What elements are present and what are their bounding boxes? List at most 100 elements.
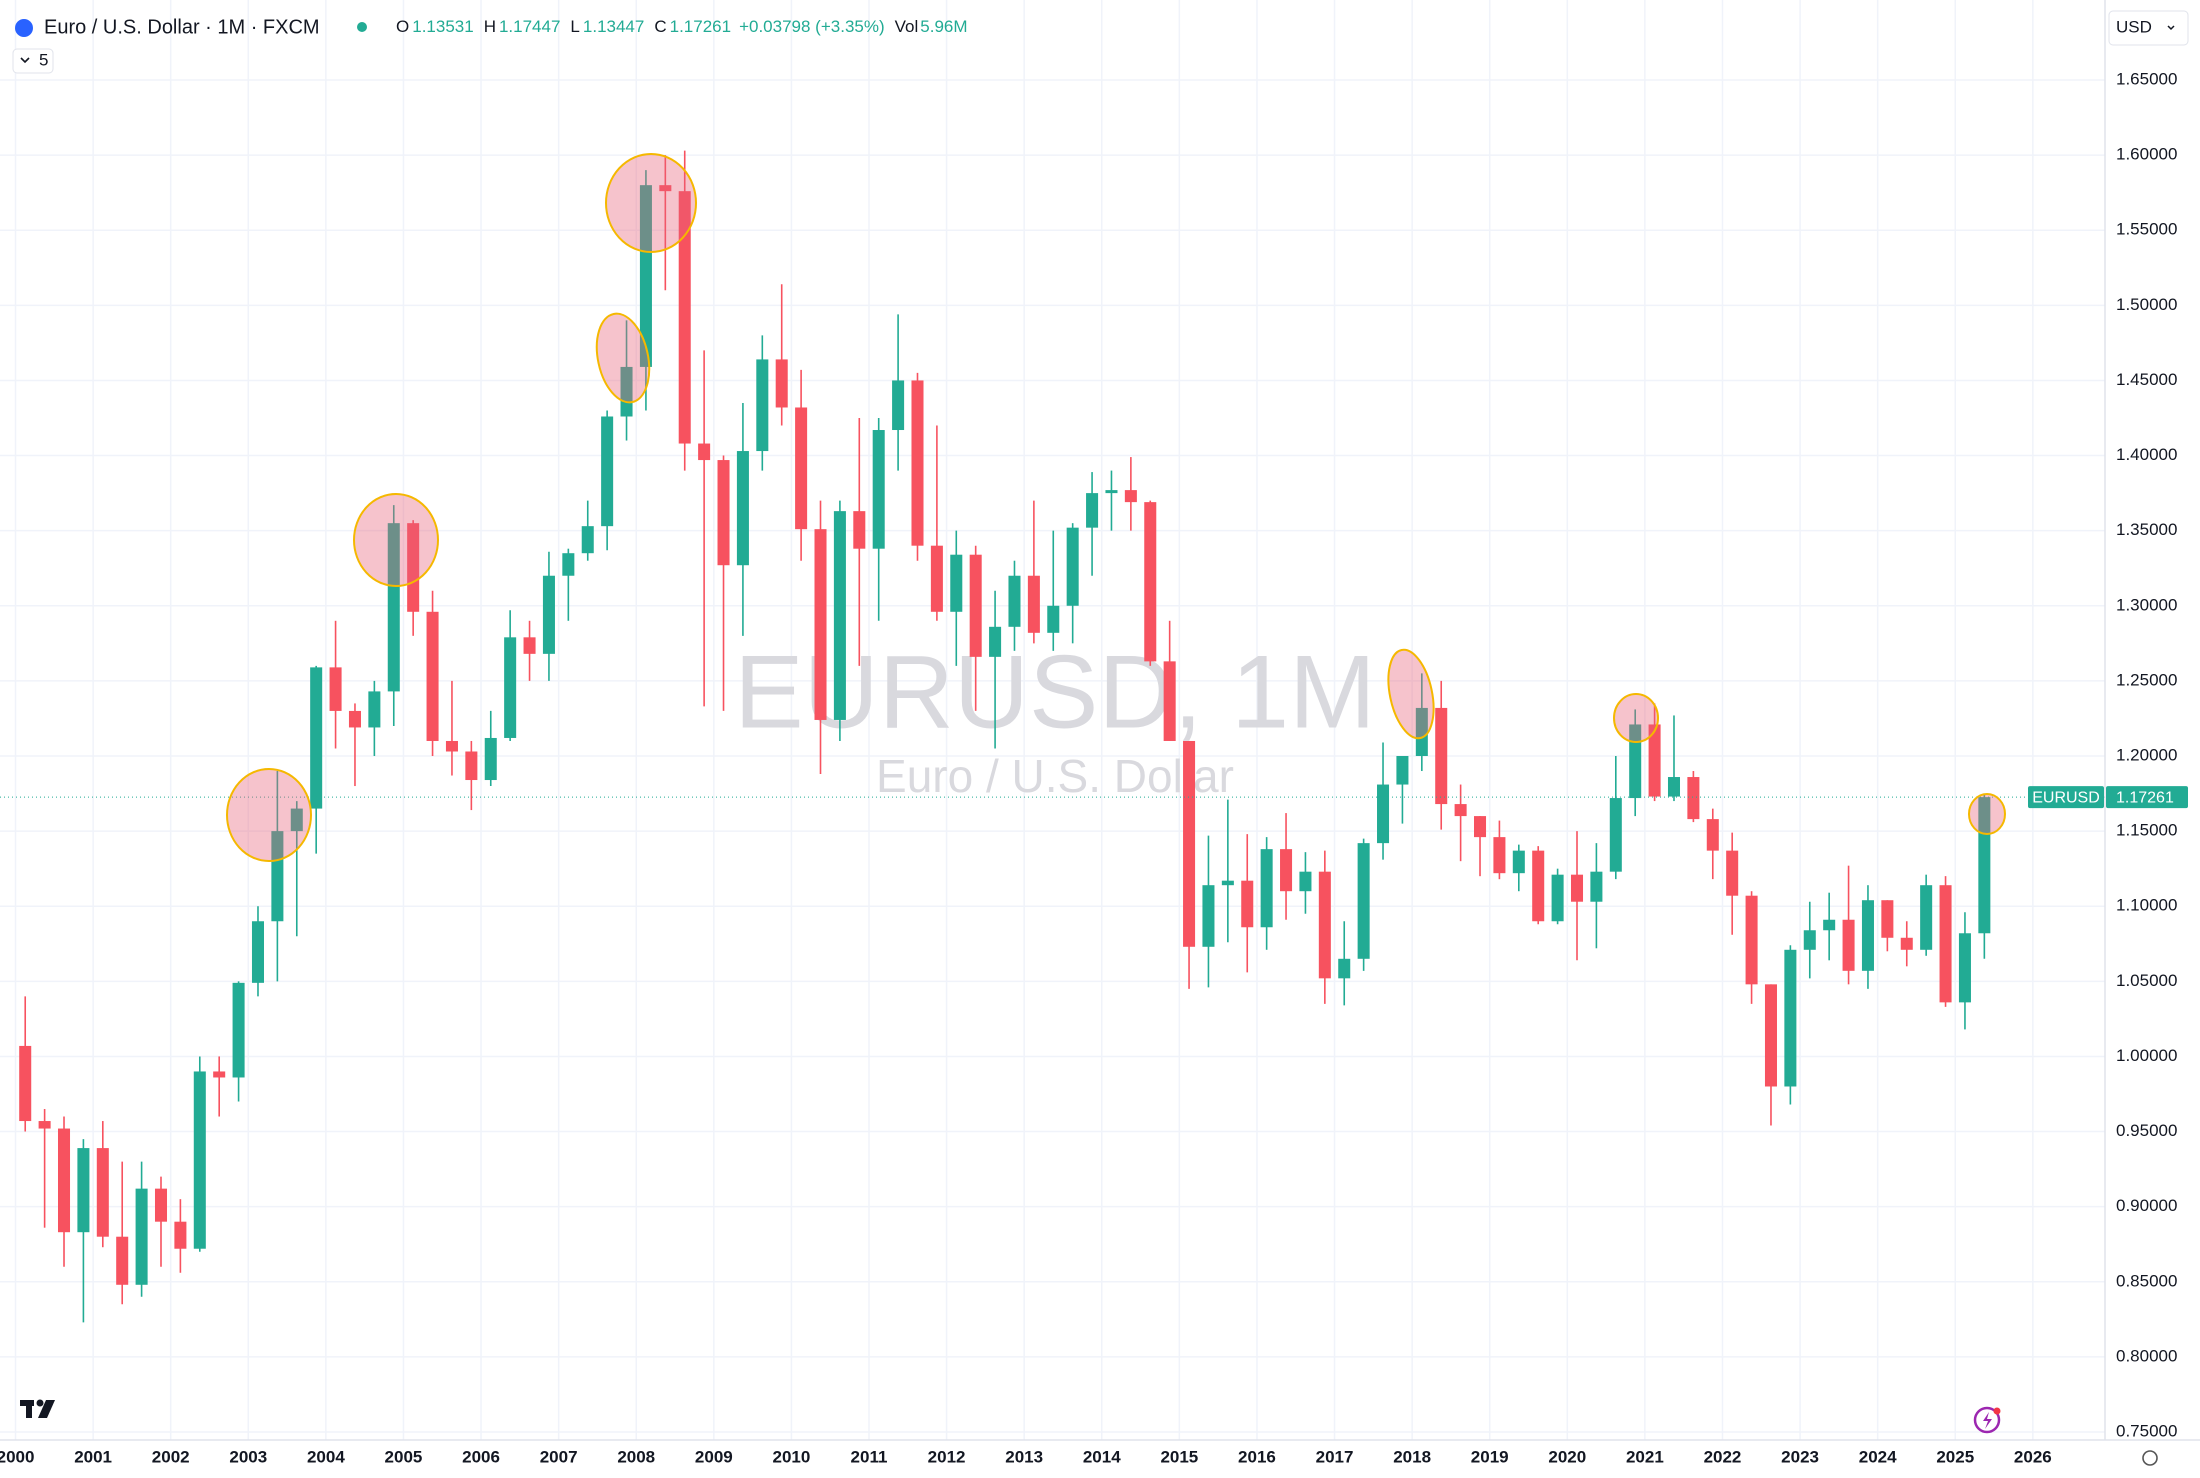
settings-icon[interactable] (2142, 1450, 2158, 1466)
x-tick-label: 2009 (695, 1447, 733, 1466)
watermark: EURUSD, 1M (734, 634, 1375, 750)
legend-value: 1.13531 (412, 17, 473, 36)
indicator-toggle[interactable] (12, 48, 54, 74)
candle-body (872, 430, 885, 549)
candle-body (1415, 707, 1428, 756)
candle-body (620, 366, 633, 417)
ellipse (1968, 793, 2006, 835)
candle-body (116, 1236, 129, 1285)
candle-body (1861, 900, 1874, 971)
x-tick-label: 2002 (152, 1447, 190, 1466)
candle-body (833, 511, 846, 720)
y-tick-label: 0.75000 (2116, 1421, 2177, 1440)
axes: 0.75000 0.80000 0.85000 0.90000 0.95000 1.000… (0, 69, 2188, 1466)
candle-body (659, 185, 672, 192)
candle-body (892, 380, 905, 431)
x-tick-label: 2022 (1704, 1447, 1742, 1466)
candle-body (698, 443, 711, 461)
badge (1993, 1407, 2001, 1415)
candle-body (1745, 895, 1758, 985)
y-tick-label: 1.60000 (2116, 145, 2177, 164)
y-tick-label: 1.50000 (2116, 295, 2177, 314)
candle-body (387, 523, 400, 692)
candle-body (1667, 777, 1681, 797)
ellipse (353, 493, 439, 587)
candle-body (310, 667, 323, 809)
candle-body (775, 359, 788, 408)
x-tick-label: 2008 (617, 1447, 655, 1466)
candle-body (1027, 575, 1040, 633)
candle-body (1512, 850, 1525, 874)
candle-body (504, 637, 517, 738)
candle-body (717, 460, 730, 566)
watermark-subtitle: Euro / U.S. Dollar (876, 750, 1234, 802)
y-tick-label: 0.80000 (2116, 1346, 2177, 1365)
candle-body (1803, 930, 1816, 950)
y-tick-label: 0.95000 (2116, 1121, 2177, 1140)
candle-body (329, 667, 342, 711)
candle-body (1163, 661, 1176, 741)
ellipse (1613, 693, 1659, 743)
candle-body (1202, 885, 1215, 947)
candle-body (1241, 880, 1254, 928)
candle-body (1823, 919, 1836, 931)
symbol-icon (15, 19, 33, 37)
candle-body (1900, 937, 1913, 950)
ellipse (226, 768, 312, 862)
candle-body (38, 1121, 51, 1129)
alert-icon[interactable] (1973, 1406, 2001, 1434)
last-price-symbol-box (2028, 786, 2104, 809)
x-tick-label: 2011 (851, 1447, 888, 1466)
x-tick-label: 2005 (385, 1447, 423, 1466)
x-tick-label: 2025 (1936, 1447, 1974, 1466)
candle-body (969, 554, 982, 657)
x-tick-label: 2021 (1626, 1447, 1664, 1466)
candle-body (1221, 880, 1234, 886)
candle-body (1532, 850, 1545, 922)
x-tick-label: 2024 (1859, 1447, 1897, 1466)
x-tick-label: 2026 (2014, 1447, 2052, 1466)
y-tick-label: 1.25000 (2116, 670, 2177, 689)
candle-body (348, 710, 361, 728)
legend-value: 1.17447 (499, 17, 560, 36)
legend-key: O (396, 17, 409, 36)
candle-body (232, 982, 245, 1078)
market-status (357, 22, 367, 32)
candle-body (950, 554, 963, 612)
ellipse (595, 312, 651, 404)
candle-body (1454, 804, 1467, 817)
candle-body (1260, 849, 1273, 928)
x-tick-label: 2013 (1005, 1447, 1043, 1466)
candle-body (135, 1188, 148, 1285)
legend-value: 1.13447 (583, 17, 644, 36)
candle-body (19, 1045, 32, 1122)
candle-body (795, 407, 808, 530)
candle-body (1086, 493, 1099, 528)
bolt (1983, 1412, 1992, 1429)
candle-body (1570, 874, 1584, 902)
candle-body (1124, 490, 1137, 503)
candle-body (154, 1188, 168, 1222)
candle-body (911, 380, 924, 546)
candle-body (1144, 502, 1157, 662)
candle-body (1280, 849, 1293, 892)
candle-body (1299, 871, 1312, 892)
candle-body (290, 808, 303, 832)
x-tick-label: 2023 (1781, 1447, 1819, 1466)
y-tick-label: 1.40000 (2116, 445, 2177, 464)
x-tick-label: 2004 (307, 1447, 345, 1466)
candle-body (1958, 933, 1971, 1003)
x-tick-label: 2014 (1083, 1447, 1121, 1466)
ellipse (605, 153, 697, 253)
candle-body (1474, 816, 1487, 838)
candle-body (930, 545, 943, 612)
chevron (2167, 25, 2175, 31)
candle-body (1687, 777, 1700, 820)
ellipse (1387, 648, 1435, 740)
y-tick-label: 1.20000 (2116, 745, 2177, 764)
legend-change: +0.03798 (+3.35%) (739, 17, 885, 36)
currency-button[interactable] (2108, 10, 2189, 46)
candle-body (57, 1128, 71, 1233)
candle-body (601, 416, 614, 527)
